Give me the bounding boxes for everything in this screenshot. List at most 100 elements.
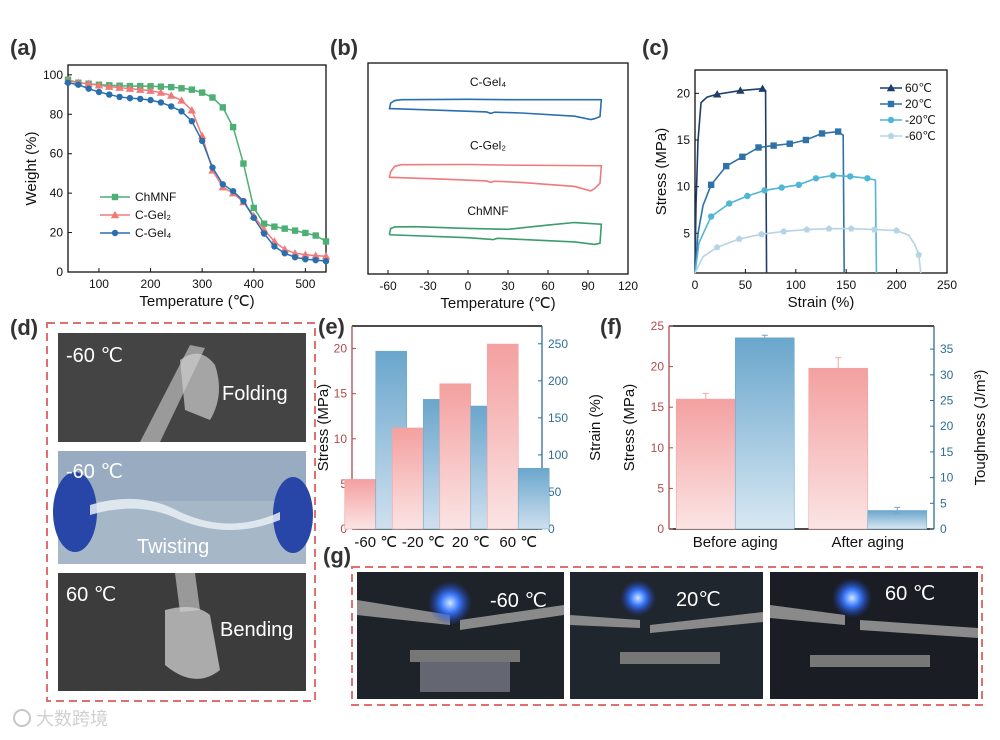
data-point	[887, 100, 895, 108]
y-tick-label: 20	[334, 342, 348, 356]
y-tick-label: 15	[940, 445, 954, 459]
data-point	[94, 81, 104, 89]
photo-folding: -60 ℃ Folding	[58, 333, 306, 442]
data-point	[864, 175, 871, 182]
x-tick-label: 100	[786, 278, 806, 292]
data-point	[147, 96, 154, 104]
y2-axis-label: Toughness (J/m³)	[972, 370, 989, 486]
x-tick-label: 500	[295, 277, 315, 291]
legend-label: -60℃	[905, 129, 936, 143]
data-point	[713, 243, 721, 251]
data-point	[198, 137, 206, 145]
legend-label: C-Gel₄	[135, 226, 171, 240]
panel-label-c: (c)	[642, 35, 669, 60]
film-shape	[90, 498, 280, 530]
y-tick-label: 150	[548, 411, 568, 425]
data-point	[188, 86, 196, 93]
data-point	[137, 95, 144, 103]
data-point	[770, 142, 777, 149]
x-tick-label: 0	[692, 278, 699, 292]
data-point	[219, 181, 226, 188]
data-point	[893, 227, 900, 234]
data-point	[887, 116, 895, 124]
chart-aging-bars: 0 5 10 15 20 25 0 5 10 15 20 25 30 35 Stress (MPa) Toug…	[621, 319, 989, 551]
data-point	[178, 108, 185, 115]
data-point	[322, 257, 330, 265]
bar-stress	[391, 427, 424, 530]
photo-bending: 60 ℃ Bending	[58, 573, 306, 691]
series-2: -20℃	[694, 113, 936, 274]
y-tick-label: 25	[651, 319, 665, 333]
data-point	[229, 187, 237, 195]
panel-label-g: (g)	[323, 543, 351, 568]
data-point	[178, 85, 185, 92]
glove-right	[273, 477, 313, 553]
data-point	[260, 230, 268, 237]
y-tick-label: 50	[548, 485, 562, 499]
data-point	[116, 93, 123, 101]
data-point	[111, 229, 119, 237]
data-point	[64, 79, 72, 86]
legend-label: 20℃	[905, 97, 932, 111]
led-icon	[620, 580, 656, 616]
y-tick-label: 20	[50, 226, 64, 240]
category-label: 60 ℃	[499, 534, 537, 551]
data-point	[168, 83, 175, 91]
data-point	[311, 251, 320, 259]
data-point	[795, 181, 803, 188]
y-tick-label: 40	[50, 186, 64, 200]
error-bar	[835, 357, 842, 380]
x-tick-label: -60	[379, 279, 397, 293]
data-point	[125, 84, 135, 92]
y-tick-label: 250	[548, 337, 568, 351]
data-point	[707, 181, 715, 188]
data-point	[321, 252, 331, 260]
category-label: Before aging	[693, 534, 778, 551]
watermark: 大数跨境	[13, 709, 108, 729]
data-point	[187, 106, 197, 114]
series-1: C-Gel₂	[388, 139, 603, 192]
series-line	[694, 227, 922, 274]
photo-twisting: -60 ℃ Twisting	[53, 451, 313, 564]
data-point	[147, 83, 154, 90]
y-tick-label: 10	[651, 441, 665, 455]
data-point	[758, 84, 767, 92]
x-tick-label: 250	[937, 278, 957, 292]
data-point	[301, 250, 310, 258]
data-point	[111, 193, 119, 201]
data-point	[157, 99, 165, 106]
data-point	[302, 229, 309, 237]
data-point	[915, 251, 923, 258]
y-tick-label: 30	[940, 368, 954, 382]
led-icon	[832, 578, 872, 618]
legend-label: ChMNF	[135, 190, 176, 204]
photo-temp-label: 60 ℃	[66, 584, 116, 606]
data-point	[250, 214, 257, 221]
data-point	[219, 104, 226, 111]
legend-label: 60℃	[905, 81, 932, 95]
photo-temp-label: -60 ℃	[66, 345, 123, 367]
bar-strain	[517, 467, 550, 530]
data-point	[871, 226, 878, 233]
series-2: C-Gel₄	[64, 79, 330, 265]
panel-label-e: (e)	[318, 314, 345, 339]
y-axis-label: Stress (MPa)	[315, 384, 332, 472]
series-line	[694, 87, 768, 274]
data-point	[115, 83, 124, 91]
data-point	[271, 243, 278, 250]
y-tick-label: 200	[548, 374, 568, 388]
photo-action-label: Twisting	[137, 536, 209, 558]
y-tick-label: 10	[677, 180, 691, 194]
film-shape	[180, 353, 219, 420]
y2-axis-label: Strain (%)	[587, 394, 604, 461]
x-axis-label: Temperature (℃)	[139, 293, 254, 310]
y-tick-label: 25	[940, 394, 954, 408]
data-point	[280, 245, 289, 253]
y-tick-label: 100	[548, 448, 568, 462]
photo-led-minus60: -60 ℃	[357, 572, 564, 699]
data-point	[75, 81, 82, 88]
x-tick-label: 300	[192, 277, 212, 291]
category-label: 20 ℃	[452, 534, 490, 551]
x-tick-label: 30	[501, 279, 515, 293]
